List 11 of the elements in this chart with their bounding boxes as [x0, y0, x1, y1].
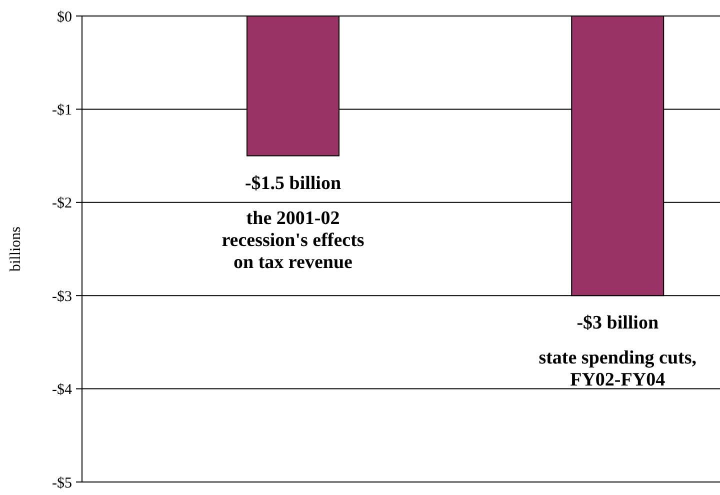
- y-tick-label: -$2: [52, 196, 72, 212]
- y-tick-label: -$3: [52, 288, 72, 305]
- data-label: -$1.5 billion: [244, 172, 342, 194]
- y-tick-label: -$4: [52, 382, 72, 398]
- data-label: -$3 billion: [576, 312, 659, 334]
- y-tick-label: $0: [57, 9, 72, 26]
- x-tick-label: state spending cuts, FY02-FY04: [538, 348, 697, 391]
- x-tick-label: the 2001-02 recession's effects on tax revenue: [222, 208, 364, 273]
- y-tick-label: -$5: [52, 475, 72, 492]
- y-tick-label: -$1: [52, 102, 72, 118]
- y-axis-title: billions: [8, 226, 24, 272]
